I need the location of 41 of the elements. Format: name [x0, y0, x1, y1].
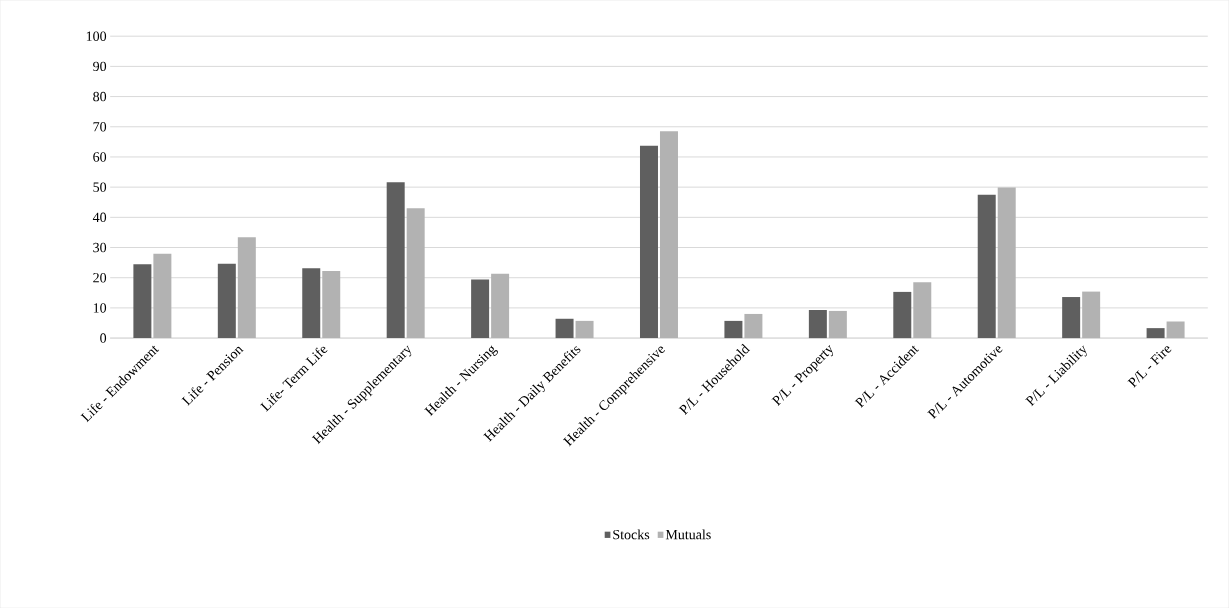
bar — [724, 320, 743, 338]
bar — [1146, 328, 1165, 338]
y-tick-label: 20 — [93, 272, 107, 283]
x-tick-label: Life- Term Life — [260, 346, 328, 412]
bar — [977, 194, 996, 338]
bar — [555, 318, 574, 338]
bar — [744, 313, 763, 338]
bar — [217, 263, 236, 338]
y-tick-label: 70 — [93, 121, 107, 132]
bar — [1166, 321, 1185, 338]
bar — [997, 187, 1016, 338]
bar — [406, 208, 425, 338]
x-tick-label: P/L - Fire — [1127, 346, 1172, 388]
bar — [471, 279, 490, 338]
bar — [913, 282, 932, 338]
bar — [1062, 296, 1081, 338]
bar — [893, 291, 912, 338]
bar — [639, 145, 658, 338]
bar — [491, 273, 510, 338]
bar — [659, 131, 678, 338]
bar — [828, 310, 847, 338]
bar — [386, 182, 405, 338]
bar — [302, 268, 321, 338]
y-tick-label: 50 — [93, 182, 107, 192]
y-tick-label: 90 — [93, 61, 107, 72]
y-tick-label: 80 — [93, 91, 107, 102]
y-tick-label: 0 — [100, 333, 107, 343]
y-tick-label: 100 — [86, 31, 107, 41]
y-tick-label: 60 — [93, 152, 107, 162]
y-tick-label: 30 — [93, 242, 107, 253]
bar — [133, 264, 152, 338]
y-tick-label: 40 — [92, 212, 107, 222]
y-tick-label: 10 — [93, 303, 107, 313]
legend-label: Mutuals — [665, 529, 711, 540]
bar — [808, 309, 827, 338]
bar — [322, 270, 341, 338]
bar — [237, 237, 256, 338]
bar — [153, 253, 172, 338]
bar — [575, 320, 594, 338]
bar — [1082, 291, 1101, 338]
legend-label: Stocks — [613, 529, 650, 540]
